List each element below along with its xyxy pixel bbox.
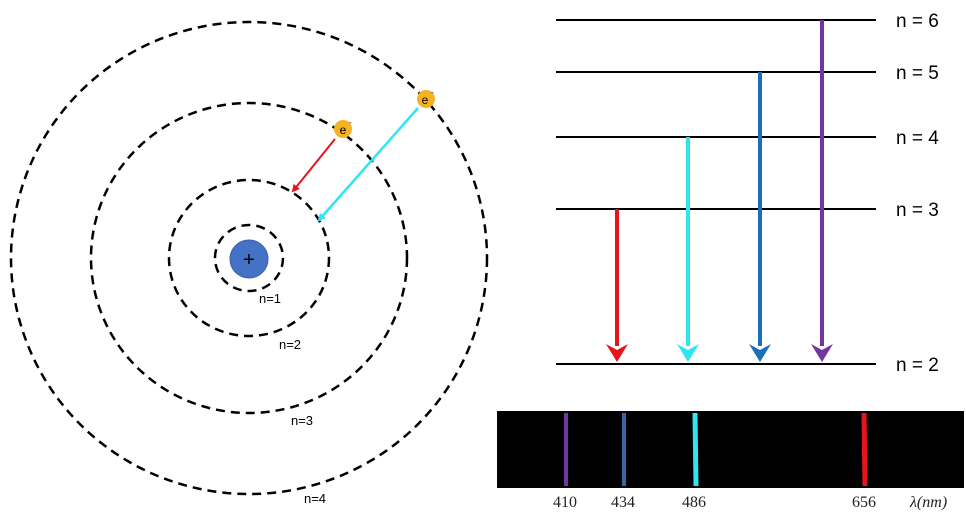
transition-arrow-3-to-2 [606, 209, 628, 362]
spectrum-line-486 [692, 412, 699, 487]
transition-arrow-4-to-2 [677, 137, 699, 362]
orbit-1 [213, 223, 285, 293]
nucleus-symbol: + [243, 249, 255, 271]
wavelength-axis-label: λ(nm) [909, 494, 947, 511]
electron-charge-3: - [349, 118, 352, 127]
wavelength-label-410: 410 [553, 494, 577, 511]
wavelength-label-434: 434 [611, 494, 635, 511]
bohr-atom: + n=1 n=2 n=3 n=4 e - e - [9, 20, 489, 506]
transition-arrow-5-to-2 [749, 72, 771, 362]
level-label-5: n = 5 [896, 63, 939, 84]
spectrum-background [497, 411, 964, 488]
level-label-2: n = 2 [896, 355, 939, 376]
orbit-3 [89, 101, 409, 415]
electron-symbol-3: e [340, 123, 347, 137]
wavelength-label-656: 656 [852, 494, 876, 511]
electron-symbol-4: e [422, 93, 429, 107]
orbit-label-3: n=3 [291, 413, 313, 428]
orbit-label-4: n=4 [304, 491, 326, 506]
transition-arrow-6-to-2 [811, 20, 833, 362]
electron-orbit-3 [334, 120, 352, 138]
orbit-2 [167, 178, 331, 338]
level-label-4: n = 4 [896, 128, 939, 149]
orbit-4 [9, 20, 489, 496]
orbit-label-1: n=1 [259, 291, 281, 306]
atom-arrow-4-to-2 [317, 107, 419, 222]
electron-charge-4: - [431, 88, 434, 97]
energy-level-diagram: n = 6 n = 5 n = 4 n = 3 n = 2 [556, 11, 939, 376]
emission-spectrum: 410 434 486 656 λ(nm) [497, 411, 964, 511]
orbit-label-2: n=2 [279, 337, 301, 352]
level-label-3: n = 3 [896, 200, 939, 221]
electron-orbit-4 [417, 90, 435, 108]
wavelength-label-486: 486 [682, 494, 706, 511]
atom-arrow-3-to-2 [291, 138, 336, 193]
nucleus [229, 239, 269, 279]
level-label-6: n = 6 [896, 11, 939, 32]
spectrum-line-656 [861, 412, 868, 487]
